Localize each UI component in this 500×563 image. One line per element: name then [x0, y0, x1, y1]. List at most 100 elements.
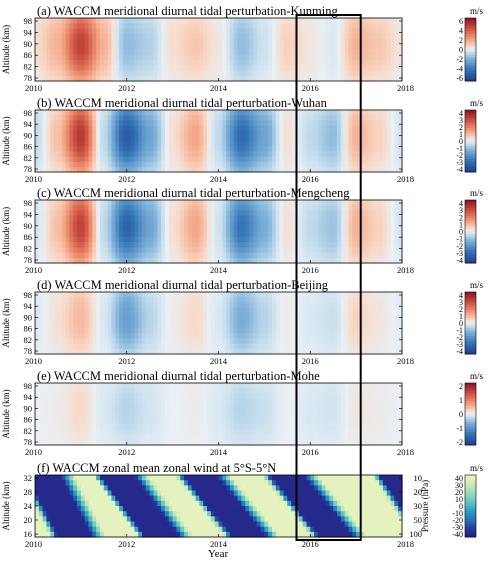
heatmap-cell [249, 23, 254, 30]
heatmap-cell [302, 210, 308, 217]
heatmap-cell [264, 317, 269, 324]
heatmap-cell [226, 135, 231, 142]
heatmap-cell [180, 348, 185, 355]
heatmap-cell [61, 252, 67, 259]
heatmap-cell [88, 247, 93, 254]
heatmap-cell [321, 323, 327, 329]
heatmap-cell [119, 221, 124, 227]
heatmap-cell [115, 292, 120, 298]
heatmap-cell [310, 205, 315, 212]
heatmap-cell [329, 292, 334, 298]
heatmap-cell [119, 343, 124, 350]
heatmap-cell [321, 221, 327, 227]
heatmap-cell [180, 205, 185, 212]
heatmap-cell [249, 141, 254, 147]
heatmap-cell [138, 75, 143, 82]
heatmap-cell [329, 146, 334, 152]
heatmap-cell [180, 328, 185, 334]
heatmap-cell [363, 328, 369, 334]
heatmap-cell [65, 125, 70, 132]
colorbar-swatch [465, 49, 476, 53]
heatmap-cell [222, 338, 227, 345]
heatmap-cell [35, 338, 40, 345]
heatmap-cell [115, 252, 120, 259]
heatmap-cell [107, 151, 113, 158]
heatmap-cell [394, 161, 399, 168]
heatmap-cell [264, 338, 269, 345]
heatmap-cell [153, 231, 158, 238]
heatmap-cell [203, 18, 208, 24]
heatmap-cell [344, 328, 350, 334]
heatmap-cell [92, 242, 97, 248]
heatmap-cell [272, 18, 277, 24]
heatmap-cell [176, 39, 181, 45]
heatmap-cell [379, 166, 384, 173]
heatmap-cell [344, 236, 350, 243]
heatmap-cell [153, 247, 158, 254]
heatmap-cell [103, 343, 109, 350]
heatmap-cell [363, 236, 369, 243]
heatmap-cell [249, 257, 254, 264]
x-tick-label: 2014 [210, 174, 228, 184]
heatmap-cell [279, 292, 285, 298]
heatmap-cell [84, 18, 90, 24]
heatmap-cell [96, 141, 101, 147]
heatmap-cell [314, 151, 319, 158]
heatmap-cell [398, 257, 403, 264]
heatmap-cell [237, 115, 243, 121]
heatmap-cell [46, 221, 51, 227]
heatmap-cell [164, 226, 170, 233]
heatmap-cell [115, 348, 120, 355]
heatmap-cell [325, 307, 330, 314]
heatmap-cell [80, 65, 86, 72]
heatmap-cell [382, 146, 388, 152]
heatmap-cell [371, 110, 376, 116]
heatmap-cell [180, 226, 185, 233]
heatmap-cell [390, 110, 395, 116]
heatmap-cell [111, 161, 116, 168]
heatmap-cell [161, 146, 166, 152]
heatmap-cell [107, 130, 113, 137]
heatmap-cell [61, 39, 67, 45]
colorbar-tick-label: -4 [456, 347, 463, 356]
heatmap-cell [279, 307, 285, 314]
heatmap-cell [226, 49, 231, 56]
heatmap-cell [99, 39, 105, 45]
heatmap-cell [375, 292, 380, 298]
heatmap-cell [92, 257, 97, 264]
heatmap-cell [73, 343, 78, 350]
heatmap-cell [245, 115, 250, 121]
heatmap-cell [256, 115, 262, 121]
heatmap-cell [134, 333, 139, 340]
heatmap-cell [245, 60, 250, 66]
heatmap-cell [390, 75, 395, 82]
heatmap-cell [142, 247, 147, 254]
heatmap-cell [35, 328, 40, 334]
heatmap-cell [245, 49, 250, 56]
heatmap-cell [126, 120, 132, 127]
heatmap-cell [142, 65, 147, 72]
colorbar-swatch [465, 166, 476, 170]
heatmap-cell [382, 49, 388, 56]
heatmap-cell [122, 54, 128, 61]
heatmap-cell [367, 292, 373, 298]
heatmap-cell [130, 221, 135, 227]
heatmap-cell [337, 44, 342, 51]
heatmap-cell [80, 348, 86, 355]
heatmap-cell [237, 236, 243, 243]
heatmap-cell [168, 141, 174, 147]
heatmap-cell [142, 135, 147, 142]
heatmap-cell [35, 54, 40, 61]
heatmap-cell [275, 44, 281, 51]
heatmap-cell [298, 135, 304, 142]
heatmap-cell [122, 226, 128, 233]
heatmap-cell [50, 429, 55, 436]
heatmap-cell [298, 247, 304, 254]
heatmap-cell [226, 141, 231, 147]
heatmap-cell [57, 54, 63, 61]
heatmap-cell [134, 257, 139, 264]
heatmap-cell [80, 110, 86, 116]
heatmap-cell [226, 23, 231, 30]
heatmap-cell [386, 146, 392, 152]
heatmap-cell [272, 338, 277, 345]
